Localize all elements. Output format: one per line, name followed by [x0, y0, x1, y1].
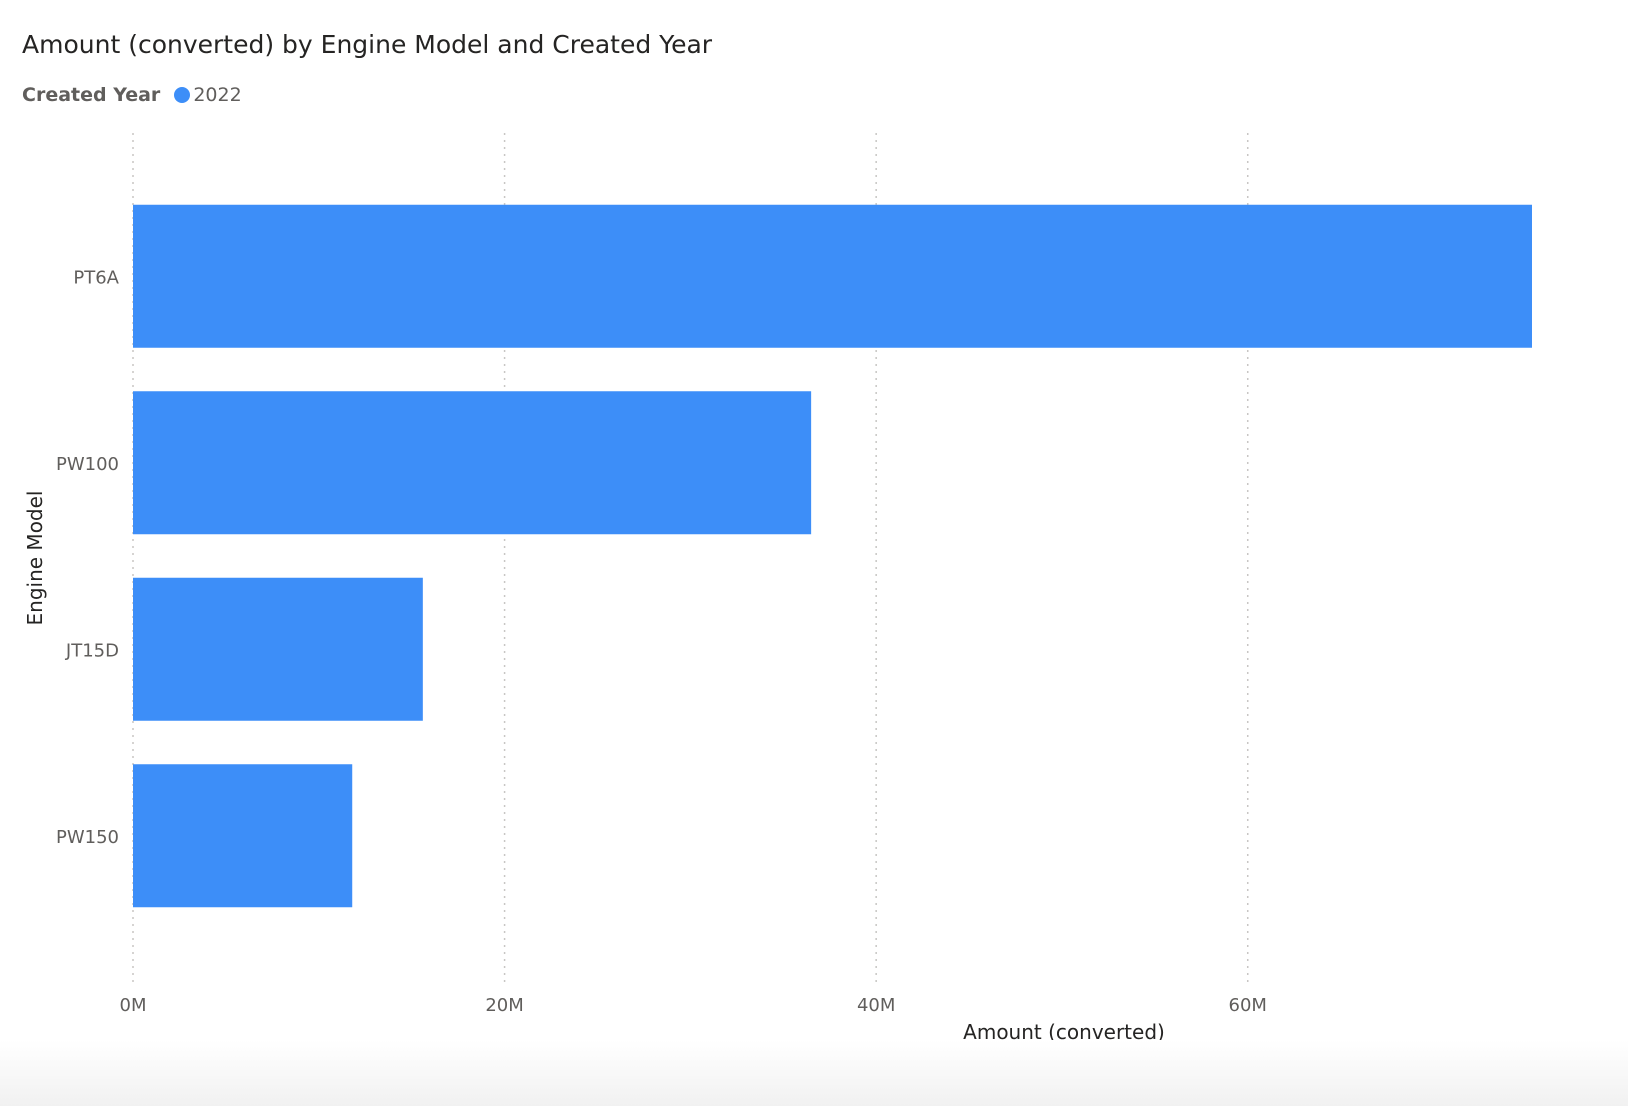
- bottom-fade: [0, 1040, 1628, 1106]
- category-labels: PT6A PW100 JT15D PW150: [56, 267, 120, 848]
- legend-title: Created Year: [22, 84, 161, 106]
- category-label-jt15d: JT15D: [65, 640, 119, 661]
- bar-pw100[interactable]: [133, 391, 812, 535]
- category-label-pw150: PW150: [56, 827, 119, 848]
- category-label-pt6a: PT6A: [73, 267, 119, 288]
- bar-pw150[interactable]: [133, 764, 353, 908]
- bar-pt6a[interactable]: [133, 204, 1532, 348]
- bars: [133, 204, 1532, 908]
- x-tick-label-1: 20M: [485, 995, 523, 1016]
- x-tick-label-3: 60M: [1229, 995, 1267, 1016]
- bar-jt15d[interactable]: [133, 577, 423, 721]
- x-tick-label-2: 40M: [857, 995, 895, 1016]
- legend[interactable]: Created Year 2022: [22, 84, 242, 106]
- category-label-pw100: PW100: [56, 454, 119, 475]
- x-tick-label-0: 0M: [120, 995, 147, 1016]
- chart-title: Amount (converted) by Engine Model and C…: [22, 30, 713, 59]
- x-tick-labels: 0M 20M 40M 60M: [120, 995, 1267, 1016]
- legend-marker-2022: [174, 87, 191, 103]
- legend-label-2022: 2022: [193, 84, 242, 106]
- y-axis-title: Engine Model: [23, 491, 47, 626]
